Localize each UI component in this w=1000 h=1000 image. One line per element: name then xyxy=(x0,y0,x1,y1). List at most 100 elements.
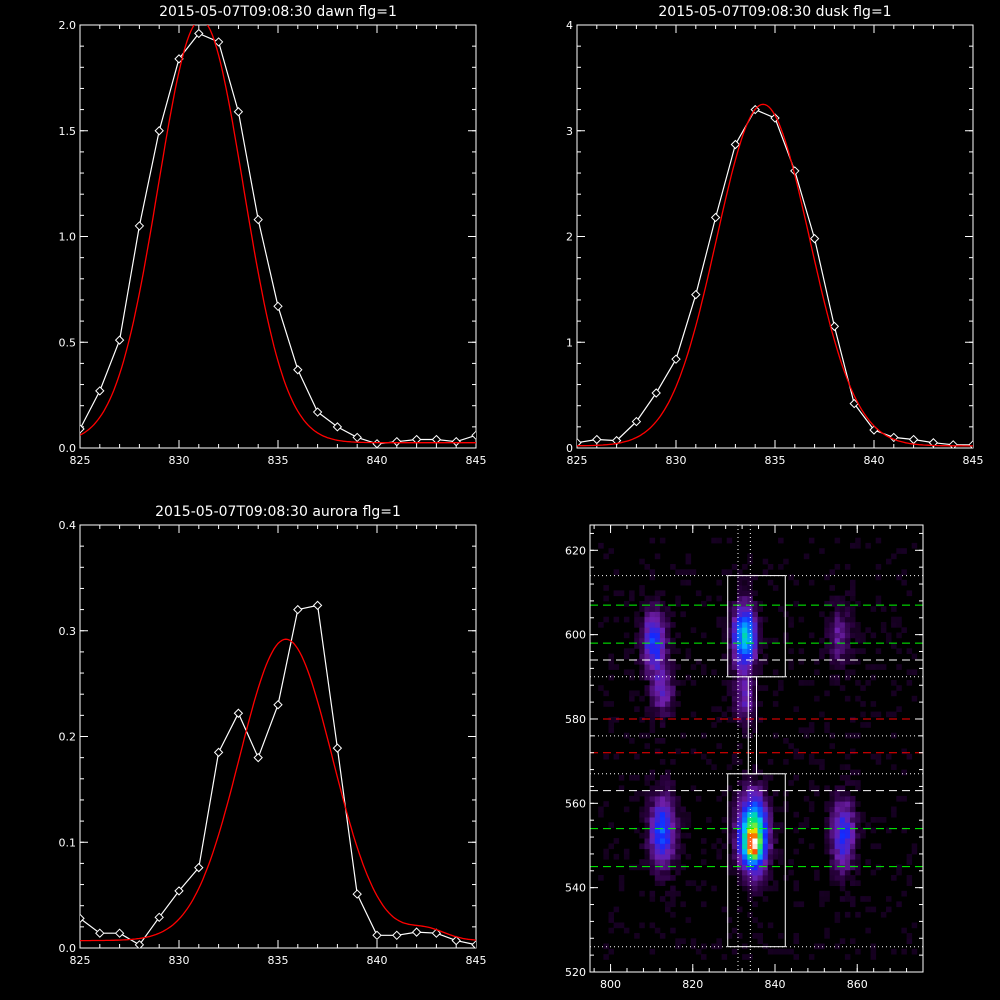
x-tick-label: 840 xyxy=(367,954,388,967)
heatmap-cell xyxy=(757,637,763,644)
data-point-marker xyxy=(312,407,323,417)
heatmap-cell xyxy=(829,674,835,681)
heatmap-cell xyxy=(726,864,733,871)
heatmap-cell xyxy=(783,632,789,639)
heatmap-cell xyxy=(716,716,722,723)
heatmap-cell xyxy=(752,695,758,702)
heatmap-cell xyxy=(742,632,748,639)
heatmap-cell xyxy=(634,790,640,797)
heatmap-cell xyxy=(829,600,835,607)
heatmap-cell xyxy=(649,648,656,654)
heatmap-cell xyxy=(829,643,835,649)
heatmap-cell xyxy=(839,606,846,612)
heatmap-cell xyxy=(891,806,897,813)
heatmap-cell xyxy=(808,537,815,544)
heatmap-cell xyxy=(629,595,635,602)
heatmap-cell xyxy=(654,875,661,881)
heatmap-cell xyxy=(752,811,758,818)
heatmap-cell xyxy=(726,785,733,792)
heatmap-cell xyxy=(829,622,835,628)
heatmap-cell xyxy=(659,774,666,781)
heatmap-cell xyxy=(788,574,794,581)
heatmap-cell xyxy=(891,643,897,649)
heatmap-cell xyxy=(906,680,913,686)
heatmap-cell xyxy=(747,832,753,839)
heatmap-cell xyxy=(747,853,753,860)
heatmap-cell xyxy=(731,627,738,633)
data-point-marker xyxy=(114,335,125,345)
heatmap-cell xyxy=(659,759,666,765)
heatmap-cell xyxy=(608,548,614,554)
heatmap-cell xyxy=(757,664,763,670)
heatmap-cell xyxy=(850,811,856,818)
heatmap-cell xyxy=(757,817,763,823)
heatmap-cell xyxy=(896,616,902,623)
heatmap-cell xyxy=(644,616,650,623)
heatmap-cell xyxy=(659,722,666,728)
heatmap-cell xyxy=(731,822,738,828)
heatmap-cell xyxy=(757,716,763,723)
heatmap-cell xyxy=(767,637,774,644)
heatmap-cell xyxy=(834,880,841,886)
heatmap-cell xyxy=(855,911,861,918)
heatmap-cell xyxy=(742,658,748,665)
data-line xyxy=(577,108,973,446)
heatmap-cell xyxy=(731,811,738,818)
heatmap-cell xyxy=(829,827,835,834)
heatmap-cell xyxy=(850,622,856,628)
heatmap-cell xyxy=(875,600,882,607)
heatmap-cell xyxy=(891,811,897,818)
heatmap-cell xyxy=(829,880,835,886)
heatmap-cell xyxy=(757,785,763,792)
heatmap-cell xyxy=(742,680,748,686)
heatmap-cell xyxy=(793,579,799,586)
heatmap-cell xyxy=(875,759,882,765)
heatmap-cell xyxy=(834,600,841,607)
y-tick-label: 3 xyxy=(566,125,573,138)
heatmap-cell xyxy=(829,680,835,686)
heatmap-cell xyxy=(844,632,851,639)
heatmap-cell xyxy=(762,817,769,823)
heatmap-cell xyxy=(896,548,902,554)
heatmap-cell xyxy=(670,669,676,676)
heatmap-cell xyxy=(906,669,913,676)
heatmap-cell xyxy=(665,701,671,707)
heatmap-cell xyxy=(675,600,681,607)
heatmap-cell xyxy=(639,627,645,633)
heatmap-cell xyxy=(896,869,902,876)
heatmap-cell xyxy=(649,653,656,660)
chart-title: 2015-05-07T09:08:30 dawn flg=1 xyxy=(159,4,397,20)
heatmap-cell xyxy=(788,869,794,876)
heatmap-cell xyxy=(891,948,897,955)
heatmap-cell xyxy=(814,759,820,765)
heatmap-cell xyxy=(685,579,692,586)
heatmap-cell xyxy=(737,585,743,591)
heatmap-cell xyxy=(901,579,907,586)
heatmap-cell xyxy=(680,680,686,686)
heatmap-cell xyxy=(767,564,774,570)
heatmap-cell xyxy=(634,795,640,802)
heatmap-cell xyxy=(814,785,820,792)
heatmap-cell xyxy=(901,769,907,776)
y-tick-label: 0.4 xyxy=(59,519,77,532)
heatmap-cell xyxy=(695,885,702,892)
heatmap-cell xyxy=(752,680,758,686)
heatmap-cell xyxy=(665,869,671,876)
heatmap-cell xyxy=(737,600,743,607)
heatmap-cell xyxy=(731,653,738,660)
heatmap-cell xyxy=(834,680,841,686)
heatmap-cell xyxy=(742,843,748,850)
heatmap-cell xyxy=(834,943,841,950)
heatmap-cell xyxy=(757,658,763,665)
heatmap-cell xyxy=(629,795,635,802)
heatmap-cell xyxy=(829,790,835,797)
heatmap-cell xyxy=(721,632,728,639)
x-tick-label: 860 xyxy=(847,978,868,991)
heatmap-cell xyxy=(634,706,640,712)
heatmap-cell xyxy=(649,600,656,607)
heatmap-cell xyxy=(829,627,835,633)
heatmap-cell xyxy=(834,811,841,818)
heatmap-cell xyxy=(649,785,656,792)
x-tick-label: 840 xyxy=(864,454,885,467)
heatmap-cell xyxy=(711,885,717,892)
